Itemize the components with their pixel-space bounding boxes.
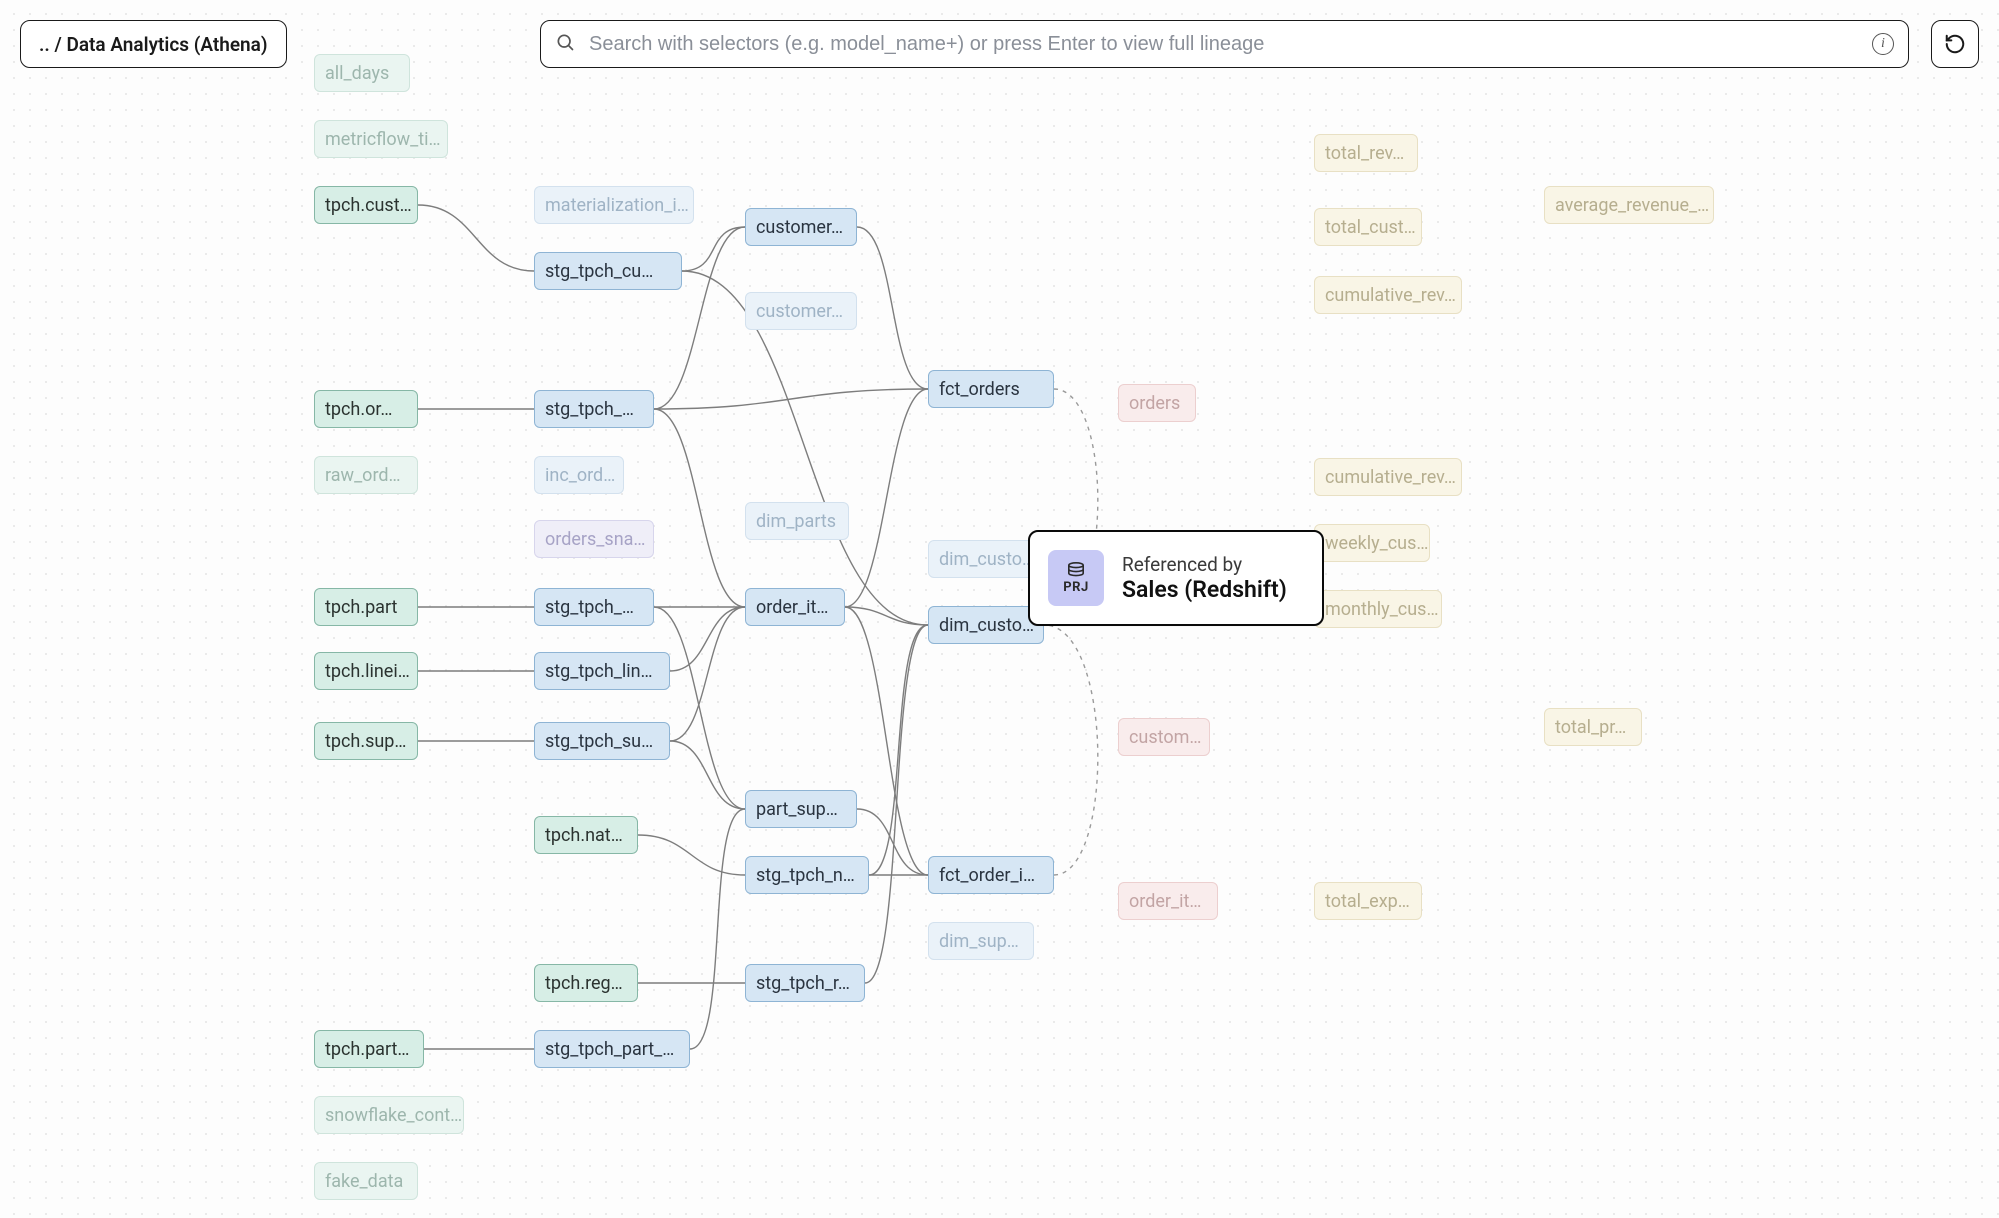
project-badge-label: PRJ	[1063, 580, 1088, 595]
lineage-node[interactable]: stg_tpch_n…	[745, 856, 869, 894]
lineage-node[interactable]: stg_tpch_part_…	[534, 1030, 690, 1068]
lineage-node[interactable]: average_revenue_…	[1544, 186, 1714, 224]
lineage-node[interactable]: total_rev…	[1314, 134, 1418, 172]
lineage-node[interactable]: dim_custo…	[928, 540, 1044, 578]
lineage-node[interactable]: all_days	[314, 54, 410, 92]
lineage-node[interactable]: metricflow_ti…	[314, 120, 448, 158]
lineage-node[interactable]: cumulative_rev…	[1314, 276, 1462, 314]
lineage-node[interactable]: dim_custo…	[928, 606, 1044, 644]
lineage-node[interactable]: inc_ord…	[534, 456, 624, 494]
lineage-node[interactable]: fct_orders	[928, 370, 1054, 408]
lineage-node[interactable]: stg_tpch_su…	[534, 722, 670, 760]
lineage-node[interactable]: tpch.cust…	[314, 186, 418, 224]
lineage-node[interactable]: tpch.linei…	[314, 652, 418, 690]
lineage-node[interactable]: stg_tpch_…	[534, 588, 654, 626]
lineage-node[interactable]: materialization_i…	[534, 186, 694, 224]
lineage-node[interactable]: dim_sup…	[928, 922, 1034, 960]
lineage-graph: all_days metricflow_ti… tpch.cust… material…	[0, 0, 1999, 1218]
lineage-node[interactable]: total_exp…	[1314, 882, 1422, 920]
lineage-node[interactable]: raw_ord…	[314, 456, 418, 494]
lineage-node[interactable]: dim_parts	[745, 502, 849, 540]
lineage-node[interactable]: order_it…	[1118, 882, 1218, 920]
lineage-node[interactable]: part_sup…	[745, 790, 857, 828]
lineage-node[interactable]: snowflake_cont…	[314, 1096, 464, 1134]
project-badge: PRJ	[1048, 550, 1104, 606]
lineage-node[interactable]: fake_data	[314, 1162, 418, 1200]
lineage-node[interactable]: customer…	[745, 208, 857, 246]
lineage-node[interactable]: stg_tpch_r…	[745, 964, 865, 1002]
lineage-node[interactable]: tpch.part…	[314, 1030, 424, 1068]
lineage-node[interactable]: tpch.sup…	[314, 722, 418, 760]
lineage-node[interactable]: cumulative_rev…	[1314, 458, 1462, 496]
lineage-node[interactable]: order_it…	[745, 588, 845, 626]
lineage-node[interactable]: tpch.reg…	[534, 964, 638, 1002]
lineage-node[interactable]: orders_sna…	[534, 520, 654, 558]
lineage-node[interactable]: total_cust…	[1314, 208, 1422, 246]
lineage-node[interactable]: monthly_cus…	[1314, 590, 1442, 628]
lineage-node[interactable]: stg_tpch_lin…	[534, 652, 670, 690]
lineage-node[interactable]: tpch.part	[314, 588, 418, 626]
lineage-node[interactable]: stg_tpch_cu…	[534, 252, 682, 290]
tooltip-title: Sales (Redshift)	[1122, 576, 1287, 603]
lineage-node[interactable]: tpch.or…	[314, 390, 418, 428]
lineage-node[interactable]: customer…	[745, 292, 857, 330]
reference-tooltip: PRJ Referenced by Sales (Redshift)	[1028, 530, 1324, 626]
lineage-node[interactable]: weekly_cus…	[1314, 524, 1430, 562]
lineage-node[interactable]: orders	[1118, 384, 1196, 422]
lineage-node[interactable]: custom…	[1118, 718, 1210, 756]
tooltip-subtitle: Referenced by	[1122, 553, 1287, 576]
lineage-node[interactable]: total_pr…	[1544, 708, 1642, 746]
lineage-node[interactable]: fct_order_i…	[928, 856, 1054, 894]
lineage-node[interactable]: tpch.nat…	[534, 816, 638, 854]
lineage-node[interactable]: stg_tpch_…	[534, 390, 654, 428]
